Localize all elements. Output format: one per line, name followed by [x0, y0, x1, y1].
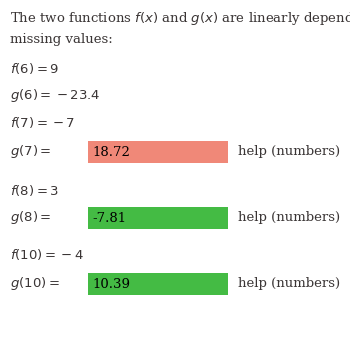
- Text: $g(8) =$: $g(8) =$: [10, 209, 51, 226]
- FancyBboxPatch shape: [88, 207, 228, 229]
- FancyBboxPatch shape: [88, 273, 228, 295]
- Text: $f(10) = -4$: $f(10) = -4$: [10, 248, 84, 263]
- Text: $f(8) = 3$: $f(8) = 3$: [10, 182, 59, 197]
- Text: help (numbers): help (numbers): [238, 211, 340, 224]
- Text: $f(6) = 9$: $f(6) = 9$: [10, 60, 59, 75]
- Text: help (numbers): help (numbers): [238, 278, 340, 291]
- Text: 10.39: 10.39: [92, 278, 130, 291]
- Text: $g(7) =$: $g(7) =$: [10, 144, 51, 161]
- Text: $g(6) = -23.4$: $g(6) = -23.4$: [10, 87, 100, 104]
- Text: $g(10) =$: $g(10) =$: [10, 276, 60, 293]
- Text: $f(7) = -7$: $f(7) = -7$: [10, 115, 75, 130]
- FancyBboxPatch shape: [88, 141, 228, 163]
- Text: -7.81: -7.81: [92, 211, 126, 224]
- Text: help (numbers): help (numbers): [238, 146, 340, 159]
- Text: 18.72: 18.72: [92, 146, 130, 159]
- Text: The two functions $f(x)$ and $g(x)$ are linearly dependent. Fill in the
missing : The two functions $f(x)$ and $g(x)$ are …: [10, 10, 350, 45]
